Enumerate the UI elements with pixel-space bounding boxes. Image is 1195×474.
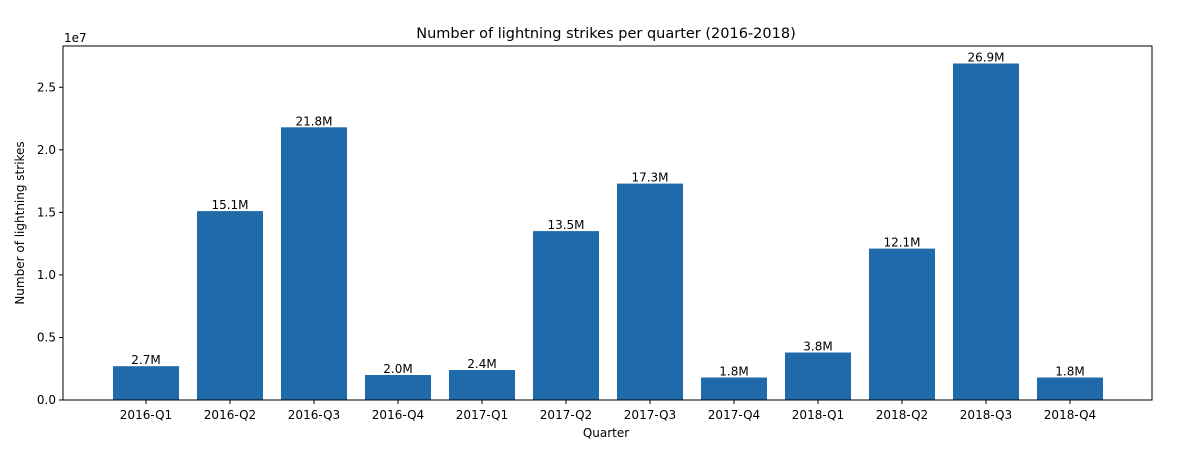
y-tick-label: 0.5 <box>37 331 56 345</box>
chart-title: Number of lightning strikes per quarter … <box>416 26 795 42</box>
data-label-2017-q2: 13.5M <box>547 218 584 232</box>
bar-2017-q4 <box>701 377 767 400</box>
bar-2017-q3 <box>617 183 683 400</box>
x-tick-label: 2018-Q2 <box>876 408 928 422</box>
x-tick-label: 2017-Q4 <box>708 408 760 422</box>
data-label-2018-q4: 1.8M <box>1055 365 1084 379</box>
plot-area-frame <box>62 45 1153 401</box>
x-tick-label: 2017-Q3 <box>624 408 676 422</box>
bar-2018-q2 <box>869 248 935 400</box>
data-label-2017-q3: 17.3M <box>631 171 668 185</box>
y-tick-label: 0.0 <box>37 393 56 407</box>
x-tick-label: 2016-Q4 <box>372 408 424 422</box>
data-label-2017-q1: 2.4M <box>467 357 496 371</box>
ticks-layer: 2016-Q1 2016-Q2 2016-Q3 2016-Q4 2017-Q1 2017-… <box>37 80 1096 422</box>
x-tick-label: 2017-Q1 <box>456 408 508 422</box>
data-label-2016-q2: 15.1M <box>211 198 248 212</box>
y-axis-offset-label: 1e7 <box>64 31 87 45</box>
data-label-2018-q2: 12.1M <box>883 236 920 250</box>
bar-2018-q3 <box>953 63 1019 400</box>
data-label-2016-q1: 2.7M <box>131 353 160 367</box>
x-tick-label: 2018-Q1 <box>792 408 844 422</box>
bar-2017-q1 <box>449 370 515 400</box>
data-label-2016-q3: 21.8M <box>295 114 332 128</box>
x-tick-label: 2018-Q3 <box>960 408 1012 422</box>
bar-2017-q2 <box>533 231 599 400</box>
x-tick-label: 2016-Q3 <box>288 408 340 422</box>
bar-2016-q3 <box>281 127 347 401</box>
y-tick-label: 2.5 <box>37 80 56 94</box>
y-tick-label: 1.0 <box>37 268 56 282</box>
bar-2018-q1 <box>785 352 851 400</box>
y-tick-label: 2.0 <box>37 143 56 157</box>
data-label-2018-q3: 26.9M <box>967 51 1004 65</box>
bars-layer: 2.7M 15.1M 21.8M 2.0M 2.4M 13.5M 17.3M 1.8M 3.8M… <box>113 51 1103 401</box>
y-axis-label: Number of lightning strikes <box>13 141 27 304</box>
bar-2016-q2 <box>197 211 263 400</box>
x-tick-label: 2018-Q4 <box>1044 408 1096 422</box>
bar-2016-q4 <box>365 375 431 400</box>
bar-2018-q4 <box>1037 377 1103 400</box>
x-axis-label: Quarter <box>583 426 629 440</box>
bar-2016-q1 <box>113 366 179 400</box>
x-tick-label: 2017-Q2 <box>540 408 592 422</box>
y-tick-label: 1.5 <box>37 205 56 219</box>
x-tick-label: 2016-Q1 <box>120 408 172 422</box>
x-tick-label: 2016-Q2 <box>204 408 256 422</box>
data-label-2017-q4: 1.8M <box>719 365 748 379</box>
data-label-2018-q1: 3.8M <box>803 340 832 354</box>
data-label-2016-q4: 2.0M <box>383 362 412 376</box>
